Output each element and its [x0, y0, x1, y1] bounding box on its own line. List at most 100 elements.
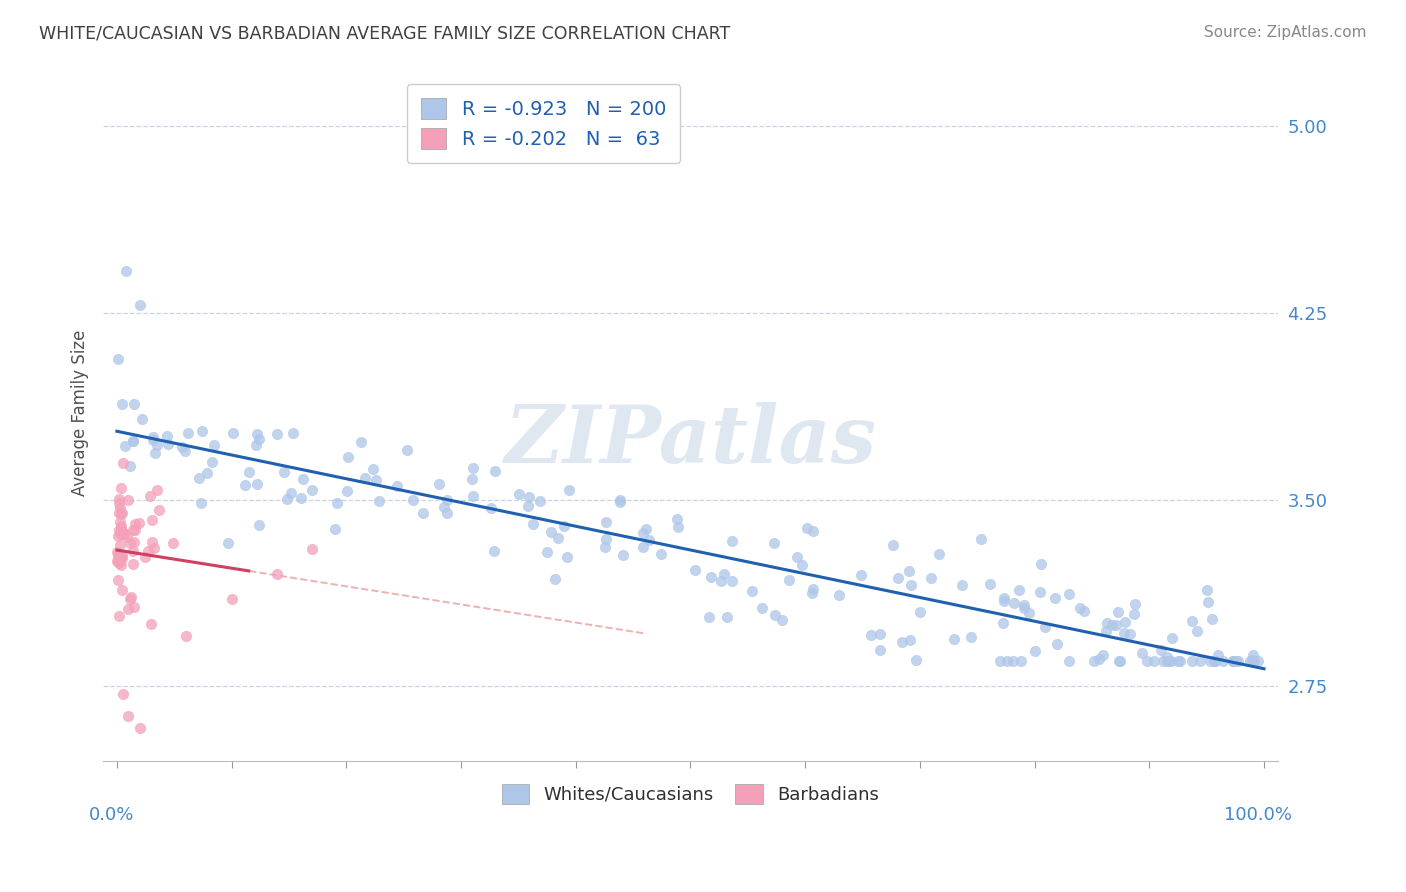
Point [713, 566, 735, 581]
Point [859, 628, 882, 642]
Point [367, 494, 389, 508]
Point [124, 523, 146, 537]
Point [991, 616, 1014, 631]
Point [1057, 654, 1080, 668]
Point [1087, 651, 1109, 665]
Point [266, 567, 288, 582]
Point [117, 601, 139, 615]
Point [1101, 618, 1123, 632]
Point [142, 430, 165, 444]
Point [1045, 591, 1067, 605]
Point [122, 397, 145, 411]
Point [995, 654, 1018, 668]
Point [898, 633, 921, 648]
Point [108, 538, 131, 552]
Point [336, 484, 359, 499]
Point [114, 439, 136, 453]
Point [111, 506, 134, 520]
Point [110, 518, 132, 533]
Point [517, 490, 540, 504]
Point [301, 483, 323, 498]
Point [112, 526, 135, 541]
Point [433, 500, 456, 515]
Point [107, 556, 129, 570]
Point [631, 525, 654, 540]
Point [721, 574, 744, 588]
Point [547, 532, 569, 546]
Point [1201, 612, 1223, 626]
Point [900, 578, 922, 592]
Point [217, 536, 239, 550]
Point [1152, 654, 1174, 668]
Point [221, 425, 243, 440]
Point [1202, 654, 1225, 668]
Point [247, 433, 270, 447]
Point [908, 605, 931, 619]
Point [800, 586, 823, 600]
Point [763, 607, 786, 622]
Point [508, 487, 530, 501]
Point [1010, 654, 1032, 668]
Point [1024, 643, 1046, 657]
Point [612, 548, 634, 562]
Point [993, 594, 1015, 608]
Point [716, 610, 738, 624]
Point [111, 687, 134, 701]
Point [1092, 648, 1115, 663]
Point [762, 536, 785, 550]
Point [479, 500, 502, 515]
Point [1150, 642, 1173, 657]
Point [353, 471, 375, 485]
Point [266, 427, 288, 442]
Point [110, 481, 132, 495]
Point [402, 492, 425, 507]
Text: 0.0%: 0.0% [89, 806, 135, 824]
Point [751, 601, 773, 615]
Point [638, 533, 661, 547]
Point [395, 442, 418, 457]
Point [1136, 654, 1159, 668]
Text: ZIPatlas: ZIPatlas [505, 401, 876, 479]
Point [1095, 615, 1118, 630]
Point [1119, 627, 1142, 641]
Point [107, 548, 129, 562]
Point [979, 577, 1001, 591]
Point [117, 709, 139, 723]
Point [110, 558, 132, 572]
Point [792, 558, 814, 572]
Point [928, 547, 950, 561]
Point [1123, 597, 1146, 611]
Point [887, 571, 910, 585]
Point [666, 519, 689, 533]
Point [238, 465, 260, 479]
Point [1109, 654, 1132, 668]
Point [1046, 637, 1069, 651]
Point [1240, 653, 1263, 667]
Point [174, 444, 197, 458]
Point [960, 630, 983, 644]
Point [950, 578, 973, 592]
Point [412, 507, 434, 521]
Point [122, 544, 145, 558]
Point [1159, 654, 1181, 668]
Point [105, 554, 128, 568]
Point [1168, 654, 1191, 668]
Point [108, 491, 131, 506]
Point [201, 454, 224, 468]
Point [891, 634, 914, 648]
Point [666, 512, 689, 526]
Point [141, 513, 163, 527]
Point [558, 483, 581, 497]
Point [536, 545, 558, 559]
Point [141, 617, 163, 632]
Point [609, 495, 631, 509]
Point [484, 464, 506, 478]
Point [1181, 654, 1204, 668]
Point [136, 543, 159, 558]
Point [555, 549, 578, 564]
Point [146, 483, 169, 498]
Point [162, 535, 184, 549]
Point [128, 722, 150, 736]
Point [107, 574, 129, 588]
Point [595, 532, 617, 546]
